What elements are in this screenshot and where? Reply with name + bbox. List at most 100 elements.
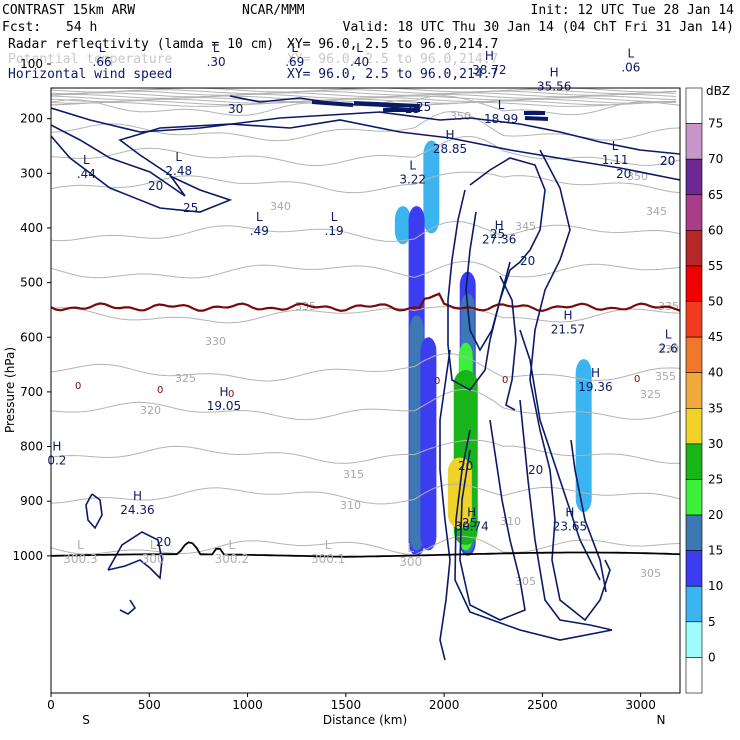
extremum-value: .19 [325,224,344,238]
extremum-marker: L [628,46,635,60]
colorbar-swatch [685,550,703,587]
theta-contour-line [51,260,680,279]
extremum-value: 300 [399,555,422,569]
x-axis-start-label: S [82,713,90,727]
wind-contour-label: 25 [183,201,198,215]
extremum-marker: L [498,98,505,112]
extremum-value: .44 [77,167,96,181]
colorbar-swatch [685,585,703,623]
extremum-value: 1.11 [602,153,629,167]
wind-contour-label: 25 [416,100,431,114]
reflectivity-cell [575,359,592,513]
wind-contour-line [353,101,421,108]
x-tick-label: 1500 [331,698,362,712]
extremum-marker: H [219,385,228,399]
wind-contour-line [465,211,511,352]
wind-contour-line [570,439,607,593]
field-xy-theta: XY= 96.0, 2.5 to 96.0,214.7 [287,52,498,67]
theta-contour-label: 330 [205,335,226,348]
colorbar-swatch [685,336,703,374]
colorbar-swatch [685,621,703,658]
colorbar-tick-label: 25 [708,472,723,486]
colorbar-tick-label: 30 [708,437,723,451]
wind-contour-line [51,135,233,213]
reflectivity-cell [394,206,411,245]
extremum-marker: L [77,538,84,552]
theta-contour-label: 315 [343,468,364,481]
valid-time: Valid: 18 UTC Thu 30 Jan 14 (04 ChT Fri … [343,20,734,35]
extremum-marker: H [495,218,504,232]
colorbar-tick-label: 60 [708,223,723,237]
extremum-marker: L [228,538,235,552]
extremum-marker: L [665,328,672,342]
colorbar-tick-label: 45 [708,330,723,344]
extremum-marker: L [213,41,220,55]
y-tick-label: 1000 [12,549,43,563]
reflectivity-cell [423,140,440,234]
extremum-value: 3.22 [399,172,426,186]
y-tick-label: 900 [20,494,43,508]
wind-contour-line [311,100,354,107]
colorbar-tick-label: 65 [708,188,723,202]
y-tick-label: 100 [20,57,43,71]
wind-contour-label: 20 [156,535,171,549]
x-axis-end-label: N [657,713,666,727]
theta-contour-line [51,220,680,242]
theta-contour-line [51,306,680,324]
extremum-value: 30.74 [454,519,488,533]
extremum-value: 2.48 [165,164,192,178]
freezing-level-label: 0 [75,381,81,392]
extremum-marker: L [356,41,363,55]
extremum-marker: L [150,538,157,552]
colorbar-swatch [685,230,703,267]
x-tick-label: 500 [138,698,161,712]
extremum-marker: L [256,210,263,224]
theta-contour-line [51,439,680,464]
theta-contour-line [51,353,680,382]
extremum-value: 21.57 [551,323,585,337]
wind-contour-line [519,329,601,581]
model-name: CONTRAST 15km ARW [2,3,135,18]
extremum-marker: L [407,541,414,555]
wind-contour-label: 25 [405,102,420,116]
extremum-value: 19.36 [578,380,612,394]
y-tick-label: 700 [20,385,43,399]
fcst-label: Fcst: [2,20,41,35]
extremum-marker: H [467,505,476,519]
colorbar-tick-label: 50 [708,295,723,309]
theta-contour-line [51,89,677,95]
freezing-level-label: 0 [502,375,508,386]
org-name: NCAR/MMM [242,3,305,18]
theta-contour-label: 355 [655,370,676,383]
plot-frame [50,87,681,694]
theta-contours: 3653603553503453403353303253203153103053… [51,88,680,588]
theta-contour-line [51,135,680,167]
colorbar-swatch [685,479,703,516]
extremum-value: 300.1 [311,552,345,566]
field-name-wind: Horizontal wind speed [8,67,172,82]
extremum-marker: L [99,41,106,55]
theta-contour-label: 310 [500,515,521,528]
freezing-level-label: 0 [634,374,640,385]
colorbar-tick-label: 70 [708,152,723,166]
extremum-value: 300.2 [215,552,249,566]
colorbar-swatch [685,158,703,196]
theta-contour-label: 345 [646,205,667,218]
x-tick-label: 2000 [429,698,460,712]
colorbar-swatch [685,407,703,445]
freezing-level-label: 0 [157,385,163,396]
wind-contour-label: 20 [616,167,631,181]
extrema-labels: L.66L.30L.69L.40 H38.72 H35.56L.06L18.99H2… [47,41,677,569]
wind-contour-line [499,275,517,411]
wind-contour-line [529,149,611,622]
theta-contour-label: 345 [515,220,536,233]
extremum-value: 27.36 [482,232,516,246]
theta-contour-label: 320 [140,404,161,417]
wind-contour-label: 20 [458,459,473,473]
wind-contour-label: 20 [660,154,675,168]
colorbar-swatch [685,87,703,124]
extremum-marker: H [565,505,574,519]
theta-contour-line [51,171,680,194]
theta-contour-label: 305 [515,575,536,588]
